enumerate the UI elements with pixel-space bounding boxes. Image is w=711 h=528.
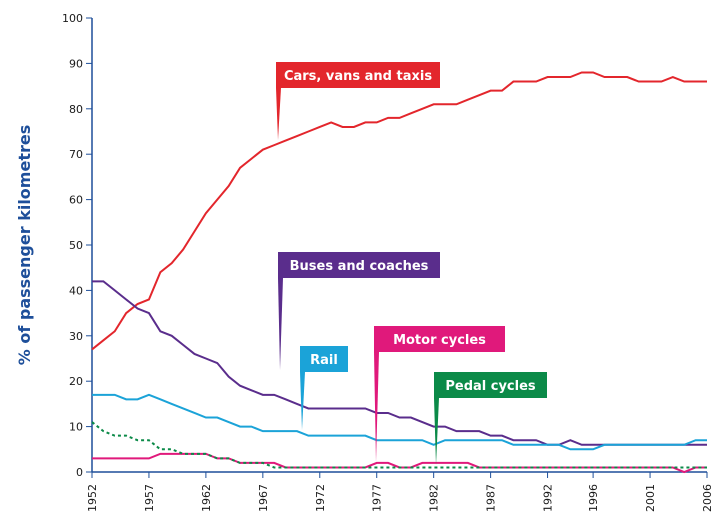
series-line	[92, 452, 707, 474]
y-tick-label: 60	[69, 194, 83, 207]
x-tick-label: 1977	[371, 484, 384, 512]
series-line	[92, 393, 707, 451]
callout-pointer	[300, 372, 305, 430]
legend-label: Rail	[310, 353, 338, 368]
callout-box	[278, 252, 440, 278]
y-tick-label: 80	[69, 103, 83, 116]
callout-pointer	[374, 352, 379, 462]
series-line	[91, 421, 707, 469]
y-axis-label: % of passenger kilometres	[15, 125, 34, 365]
callout-pointer	[434, 398, 439, 465]
series-line	[91, 71, 707, 351]
legend-label: Cars, vans and taxis	[284, 69, 432, 84]
x-tick-label: 2001	[644, 484, 657, 512]
callout-box	[300, 346, 348, 372]
y-tick-label: 90	[69, 57, 83, 70]
series-line	[92, 280, 707, 446]
legend-label: Pedal cycles	[445, 379, 536, 394]
x-tick-label: 1952	[86, 484, 99, 512]
x-tick-label: 1987	[485, 484, 498, 512]
callout-pointer	[278, 278, 283, 370]
callout-box	[374, 326, 505, 352]
x-tick-label: 1967	[257, 484, 270, 512]
y-tick-label: 70	[69, 148, 83, 161]
callout-box	[276, 62, 440, 88]
x-tick-label: 1992	[542, 484, 555, 512]
legend-label: Motor cycles	[393, 333, 486, 348]
y-tick-label: 40	[69, 284, 83, 297]
callout-box	[434, 372, 547, 398]
y-tick-label: 20	[69, 375, 83, 388]
y-tick-label: 30	[69, 330, 83, 343]
y-tick-label: 50	[69, 239, 83, 252]
y-tick-label: 0	[76, 466, 83, 479]
x-tick-label: 1957	[143, 484, 156, 512]
y-tick-label: 100	[62, 12, 83, 25]
callout-pointer	[276, 88, 281, 140]
x-tick-label: 2006	[701, 484, 711, 512]
legend-label: Buses and coaches	[290, 259, 429, 274]
y-tick-label: 10	[69, 421, 83, 434]
x-tick-label: 1972	[314, 484, 327, 512]
x-tick-label: 1962	[200, 484, 213, 512]
x-tick-label: 1982	[428, 484, 441, 512]
x-tick-label: 1996	[587, 484, 600, 512]
